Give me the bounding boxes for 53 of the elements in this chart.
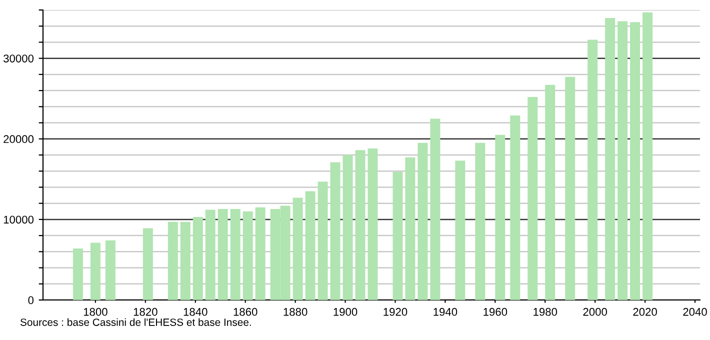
bar [318,182,328,300]
x-tick-label: 1860 [234,308,258,316]
bar [180,222,190,300]
bar [430,118,440,300]
bar [588,40,598,300]
bar [475,142,486,300]
bar [305,191,316,300]
bar [565,76,576,300]
bar [392,172,403,300]
x-tick-label: 1800 [84,308,108,316]
x-tick-label: 1940 [434,308,458,316]
bar [545,84,556,300]
x-tick-label: 2000 [583,308,608,316]
bar [192,217,203,300]
bar [618,21,628,300]
x-tick-label: 2020 [633,308,657,316]
bar [455,160,466,300]
bar [330,162,340,300]
x-tick-label: 1880 [284,308,308,316]
source-note: Sources : base Cassini de l'EHESS et base Insee. [20,318,251,326]
bar [168,222,178,300]
bar [105,240,116,300]
y-tick-label: 20000 [4,135,34,144]
x-tick-label: 2040 [683,308,707,316]
bar [528,97,538,300]
bar [510,116,520,300]
bar [292,198,303,300]
x-tick-label: 1980 [534,308,558,316]
x-tick-label: 1960 [484,308,508,316]
bar [355,150,366,300]
bar [342,155,353,300]
bar [142,228,153,300]
bar [205,210,216,300]
bar [495,134,506,300]
x-tick-label: 1920 [384,308,408,316]
x-tick-label: 1840 [184,308,208,316]
bar [255,207,266,300]
bar [242,211,253,300]
x-tick-label: 1820 [134,308,158,316]
bar [90,242,100,300]
bar [72,248,83,300]
bar [218,208,228,300]
y-tick-label: 0 [28,296,34,304]
bar [405,157,416,300]
bar [630,22,640,300]
x-tick-label: 1900 [334,308,358,316]
y-tick-label: 30000 [4,54,34,62]
bar [642,12,653,300]
bar [605,18,616,300]
bar [418,142,428,300]
bar [368,148,378,300]
y-tick-label: 10000 [4,216,34,224]
bar [230,208,240,300]
